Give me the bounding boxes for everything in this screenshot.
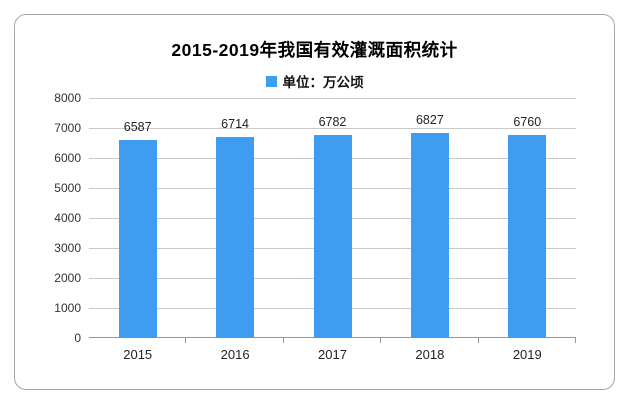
y-axis-tick-label: 1000	[54, 301, 81, 315]
legend: 单位：万公顷	[15, 71, 614, 91]
x-axis-tick-mark	[380, 338, 381, 343]
x-axis-tick-label: 2016	[220, 347, 250, 362]
y-axis-tick-label: 6000	[54, 151, 81, 165]
y-axis-tick-label: 5000	[54, 181, 81, 195]
y-axis-tick-label: 3000	[54, 241, 81, 255]
x-axis-tick-mark	[185, 338, 186, 343]
chart-title: 2015-2019年我国有效灌溉面积统计	[171, 40, 458, 60]
bar	[313, 135, 352, 338]
y-axis-tick-label: 0	[74, 331, 81, 345]
x-axis-tick-label: 2015	[123, 347, 153, 362]
x-axis-tick-mark	[478, 338, 479, 343]
bar	[118, 140, 157, 338]
bar-value-label: 6827	[415, 113, 444, 128]
y-axis-tick-label: 4000	[54, 211, 81, 225]
y-axis-tick-label: 7000	[54, 121, 81, 135]
gridline	[89, 128, 576, 129]
legend-swatch-icon	[265, 75, 277, 87]
x-axis-tick-label: 2019	[512, 347, 542, 362]
y-axis-tick-label: 8000	[54, 91, 81, 105]
x-axis-tick-mark	[575, 338, 576, 343]
x-axis-tick-mark	[283, 338, 284, 343]
bar	[216, 137, 255, 338]
y-axis-tick-label: 2000	[54, 271, 81, 285]
chart-card: 2015-2019年我国有效灌溉面积统计 单位：万公顷 0 1000 2000 300…	[14, 14, 615, 390]
x-axis-tick-label: 2017	[318, 347, 347, 362]
bar	[410, 133, 449, 338]
x-axis-tick-label: 2018	[415, 347, 445, 362]
bar-value-label: 6760	[513, 115, 542, 130]
plot-area: 0 1000 2000 3000 4000 5000 6000 7000 8000 6587 201…	[54, 91, 576, 362]
bar	[508, 135, 547, 338]
gridline	[89, 98, 576, 99]
legend-label: 单位：万公顷	[282, 75, 364, 90]
bar-value-label: 6714	[221, 116, 249, 131]
bar-value-label: 6782	[318, 114, 347, 129]
bar-value-label: 6587	[123, 120, 152, 135]
